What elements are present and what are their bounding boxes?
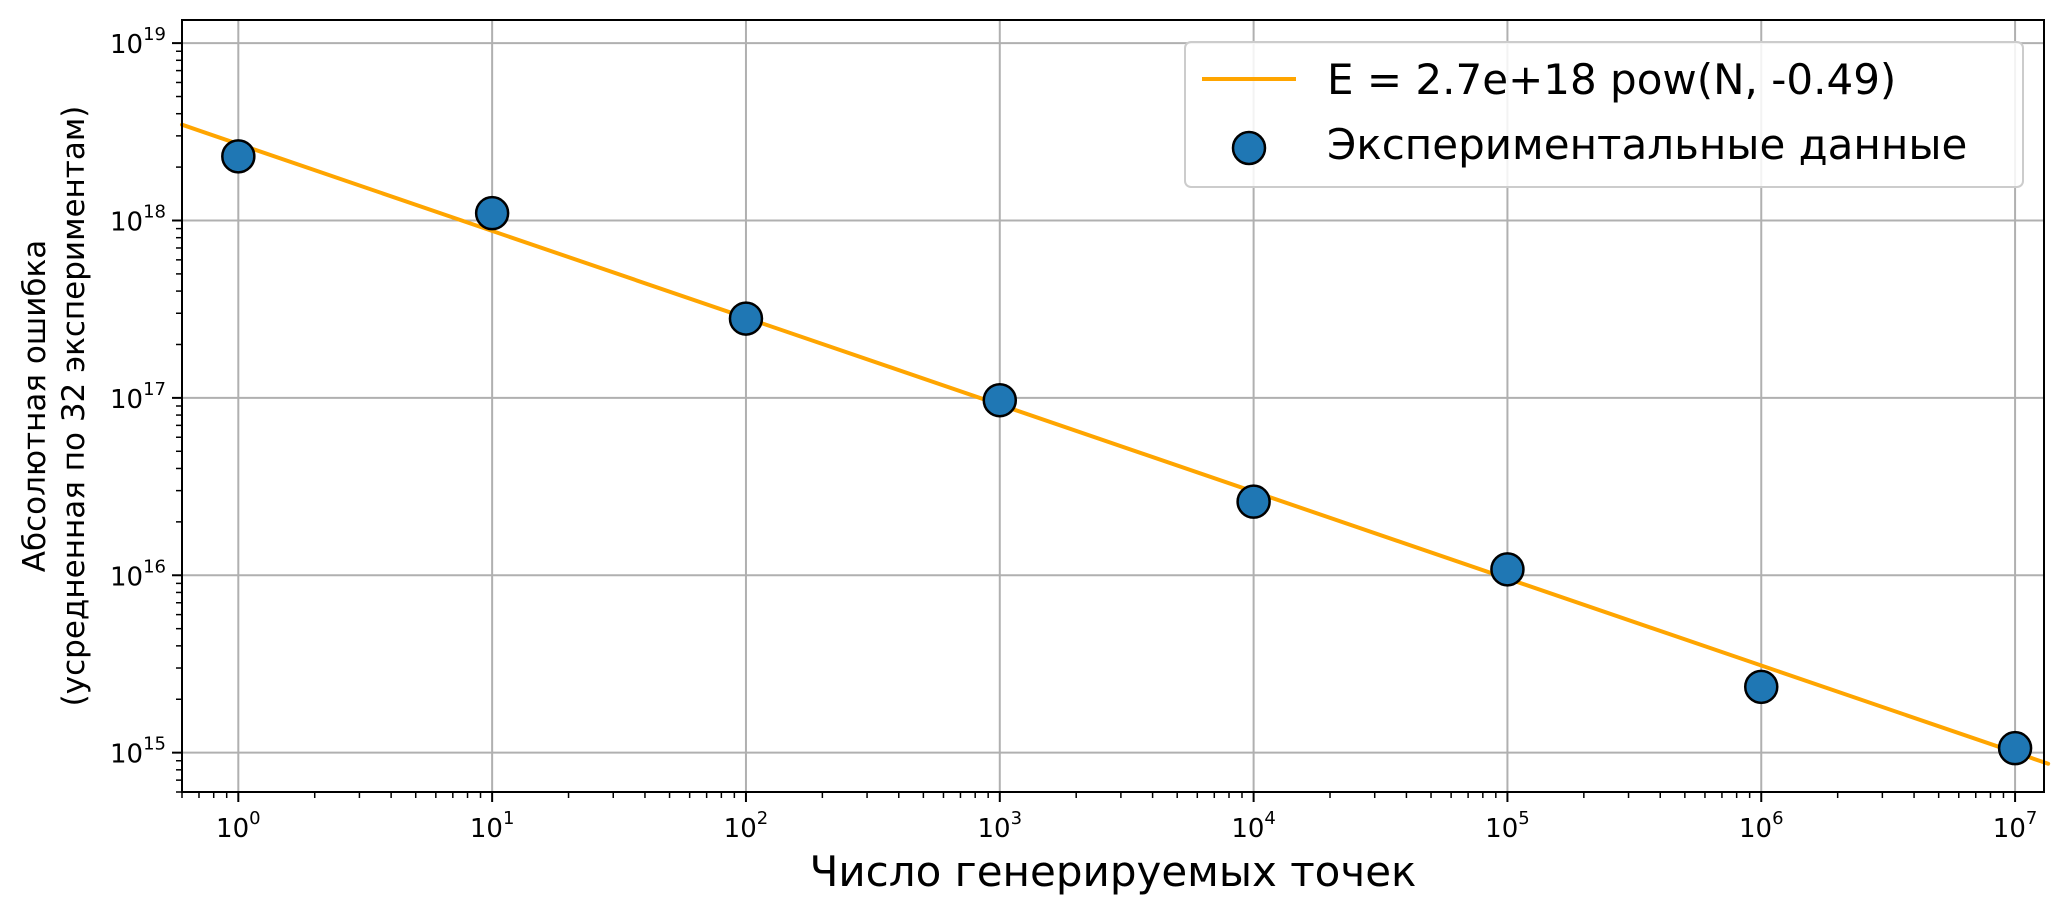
legend-data-label: Экспериментальные данные <box>1327 120 1967 169</box>
x-tick-label: 102 <box>724 808 769 844</box>
plot-frame <box>181 19 2045 793</box>
fit-line <box>180 122 2051 766</box>
y-tick-labels: 1015 1016 1017 1018 1019 <box>110 24 166 770</box>
data-point <box>1744 669 1779 705</box>
y-tick-label: 1018 <box>110 202 166 238</box>
fit-line-group <box>180 122 2051 766</box>
x-tick-label: 105 <box>1485 808 1530 844</box>
data-point <box>1997 730 2033 766</box>
major-ticks <box>172 42 2017 802</box>
y-axis-title-line-2: (усредненная по 32 экспериментам) <box>56 106 92 707</box>
legend-box <box>1184 41 2024 188</box>
y-axis-title: Абсолютная ошибка (усредненная по 32 экс… <box>17 106 92 707</box>
data-points <box>221 139 2033 766</box>
data-point <box>982 382 1018 418</box>
x-tick-label: 100 <box>216 808 261 844</box>
x-tick-label: 107 <box>1993 808 2038 844</box>
data-point <box>1490 552 1525 587</box>
x-tick-label: 103 <box>978 808 1023 844</box>
data-point <box>474 195 510 231</box>
data-point <box>221 139 256 174</box>
legend-point-swatch <box>1231 130 1267 166</box>
y-tick-label: 1019 <box>110 24 166 60</box>
data-point <box>728 301 764 336</box>
x-tick-labels: 100 101 102 103 104 105 106 107 <box>216 808 2037 844</box>
x-tick-label: 101 <box>470 808 515 844</box>
x-tick-label: 106 <box>1739 808 1784 844</box>
y-tick-label: 1015 <box>110 734 166 770</box>
data-point <box>1236 484 1271 519</box>
legend: E = 2.7e+18 pow(N, -0.49) Эксперименталь… <box>1184 41 2024 188</box>
legend-fit-label: E = 2.7e+18 pow(N, -0.49) <box>1327 55 1896 104</box>
y-axis-title-line-1: Абсолютная ошибка <box>17 240 53 572</box>
y-tick-label: 1016 <box>110 556 166 592</box>
x-tick-label: 104 <box>1231 808 1276 844</box>
x-axis-title: Число генерируемых точек <box>810 847 1417 896</box>
y-tick-label: 1017 <box>110 379 166 415</box>
